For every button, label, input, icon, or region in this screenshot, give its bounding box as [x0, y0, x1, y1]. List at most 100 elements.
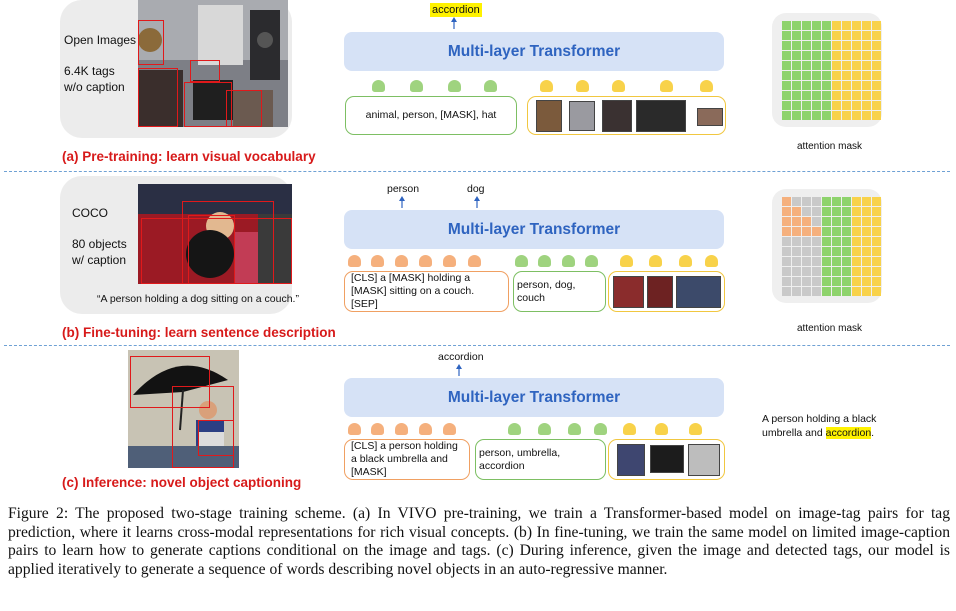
mask-cell — [832, 51, 841, 60]
mask-cell — [812, 111, 821, 120]
mask-cell — [802, 257, 811, 266]
inference-result-suffix: . — [871, 427, 875, 439]
token-green-icon — [484, 80, 497, 92]
mask-cell — [792, 257, 801, 266]
token-yellow-icon — [689, 423, 702, 435]
finetuning-stats-line2: w/ caption — [72, 253, 127, 267]
mask-cell — [852, 207, 861, 216]
mask-cell — [812, 207, 821, 216]
mask-cell — [862, 41, 871, 50]
finetuning-example-caption: “A person holding a dog sitting on a cou… — [97, 293, 299, 305]
mask-cell — [812, 51, 821, 60]
mask-cell — [822, 197, 831, 206]
mask-cell — [862, 21, 871, 30]
token-orange-icon — [468, 255, 481, 267]
mask-cell — [862, 31, 871, 40]
mask-cell — [802, 51, 811, 60]
region-thumbnail — [617, 444, 645, 476]
pretraining-bbox-person — [138, 68, 178, 127]
mask-cell — [872, 277, 881, 286]
mask-cell — [802, 227, 811, 236]
mask-cell — [872, 91, 881, 100]
mask-cell — [842, 207, 851, 216]
mask-cell — [852, 91, 861, 100]
mask-cell — [782, 217, 791, 226]
pretraining-transformer-label: Multi-layer Transformer — [447, 42, 621, 60]
mask-cell — [792, 71, 801, 80]
mask-cell — [792, 287, 801, 296]
mask-cell — [792, 21, 801, 30]
finetuning-output-arrow-2-icon — [474, 196, 480, 208]
inference-transformer-label: Multi-layer Transformer — [447, 388, 621, 406]
pretraining-tags-box: animal, person, [MASK], hat — [345, 96, 517, 135]
finetuning-transformer-block: Multi-layer Transformer — [344, 210, 724, 249]
finetuning-bbox-couch — [141, 218, 292, 284]
mask-cell — [872, 101, 881, 110]
region-thumbnail — [697, 108, 723, 126]
mask-cell — [812, 21, 821, 30]
mask-cell — [862, 91, 871, 100]
mask-cell — [792, 227, 801, 236]
mask-cell — [822, 71, 831, 80]
mask-cell — [832, 91, 841, 100]
mask-cell — [832, 81, 841, 90]
mask-cell — [842, 257, 851, 266]
mask-cell — [812, 267, 821, 276]
mask-cell — [872, 41, 881, 50]
mask-cell — [852, 287, 861, 296]
inference-result-sentence: A person holding a black umbrella and ac… — [762, 412, 880, 440]
token-orange-icon — [371, 255, 384, 267]
mask-cell — [862, 51, 871, 60]
inference-image — [128, 350, 239, 468]
mask-cell — [852, 51, 861, 60]
mask-cell — [832, 267, 841, 276]
mask-cell — [852, 237, 861, 246]
mask-cell — [832, 257, 841, 266]
mask-cell — [852, 277, 861, 286]
mask-cell — [842, 277, 851, 286]
mask-cell — [862, 61, 871, 70]
mask-cell — [832, 247, 841, 256]
token-orange-icon — [443, 423, 456, 435]
mask-cell — [832, 217, 841, 226]
pretraining-mask-label: attention mask — [797, 141, 863, 152]
mask-cell — [862, 217, 871, 226]
pretraining-tags-text: animal, person, [MASK], hat — [365, 109, 497, 121]
finetuning-dataset-name: COCO — [72, 206, 108, 220]
mask-cell — [842, 91, 851, 100]
mask-cell — [852, 197, 861, 206]
mask-cell — [872, 237, 881, 246]
finetuning-output-word-2: dog — [467, 183, 485, 195]
inference-bbox-umbrella — [130, 356, 210, 408]
mask-cell — [792, 237, 801, 246]
mask-cell — [852, 267, 861, 276]
pretraining-image — [138, 0, 288, 127]
mask-cell — [842, 101, 851, 110]
inference-bbox-accordion — [198, 420, 234, 456]
mask-cell — [832, 61, 841, 70]
mask-cell — [872, 197, 881, 206]
mask-cell — [802, 101, 811, 110]
mask-cell — [792, 31, 801, 40]
mask-cell — [782, 111, 791, 120]
mask-cell — [782, 237, 791, 246]
mask-cell — [812, 257, 821, 266]
finetuning-transformer-label: Multi-layer Transformer — [447, 220, 621, 238]
figure-caption: Figure 2: The proposed two-stage trainin… — [8, 505, 950, 578]
inference-title: (c) Inference: novel object captioning — [62, 475, 302, 490]
region-thumbnail — [647, 276, 673, 308]
mask-cell — [822, 51, 831, 60]
mask-cell — [782, 267, 791, 276]
mask-cell — [862, 277, 871, 286]
region-thumbnail — [650, 445, 684, 473]
pretraining-bbox-hat — [190, 60, 220, 82]
mask-cell — [832, 287, 841, 296]
mask-cell — [852, 31, 861, 40]
mask-cell — [852, 71, 861, 80]
mask-cell — [812, 41, 821, 50]
mask-cell — [872, 21, 881, 30]
mask-cell — [822, 111, 831, 120]
mask-cell — [852, 81, 861, 90]
mask-cell — [862, 111, 871, 120]
mask-cell — [822, 21, 831, 30]
